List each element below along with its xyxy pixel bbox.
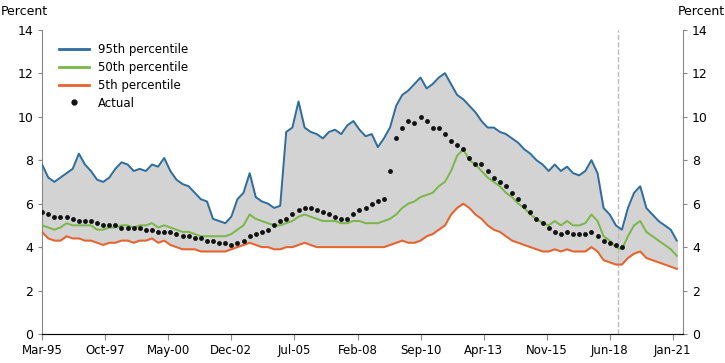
Legend: 95th percentile, 50th percentile, 5th percentile, Actual: 95th percentile, 50th percentile, 5th pe… [54, 39, 193, 114]
Text: Percent: Percent [677, 5, 724, 17]
Text: Percent: Percent [1, 5, 48, 17]
